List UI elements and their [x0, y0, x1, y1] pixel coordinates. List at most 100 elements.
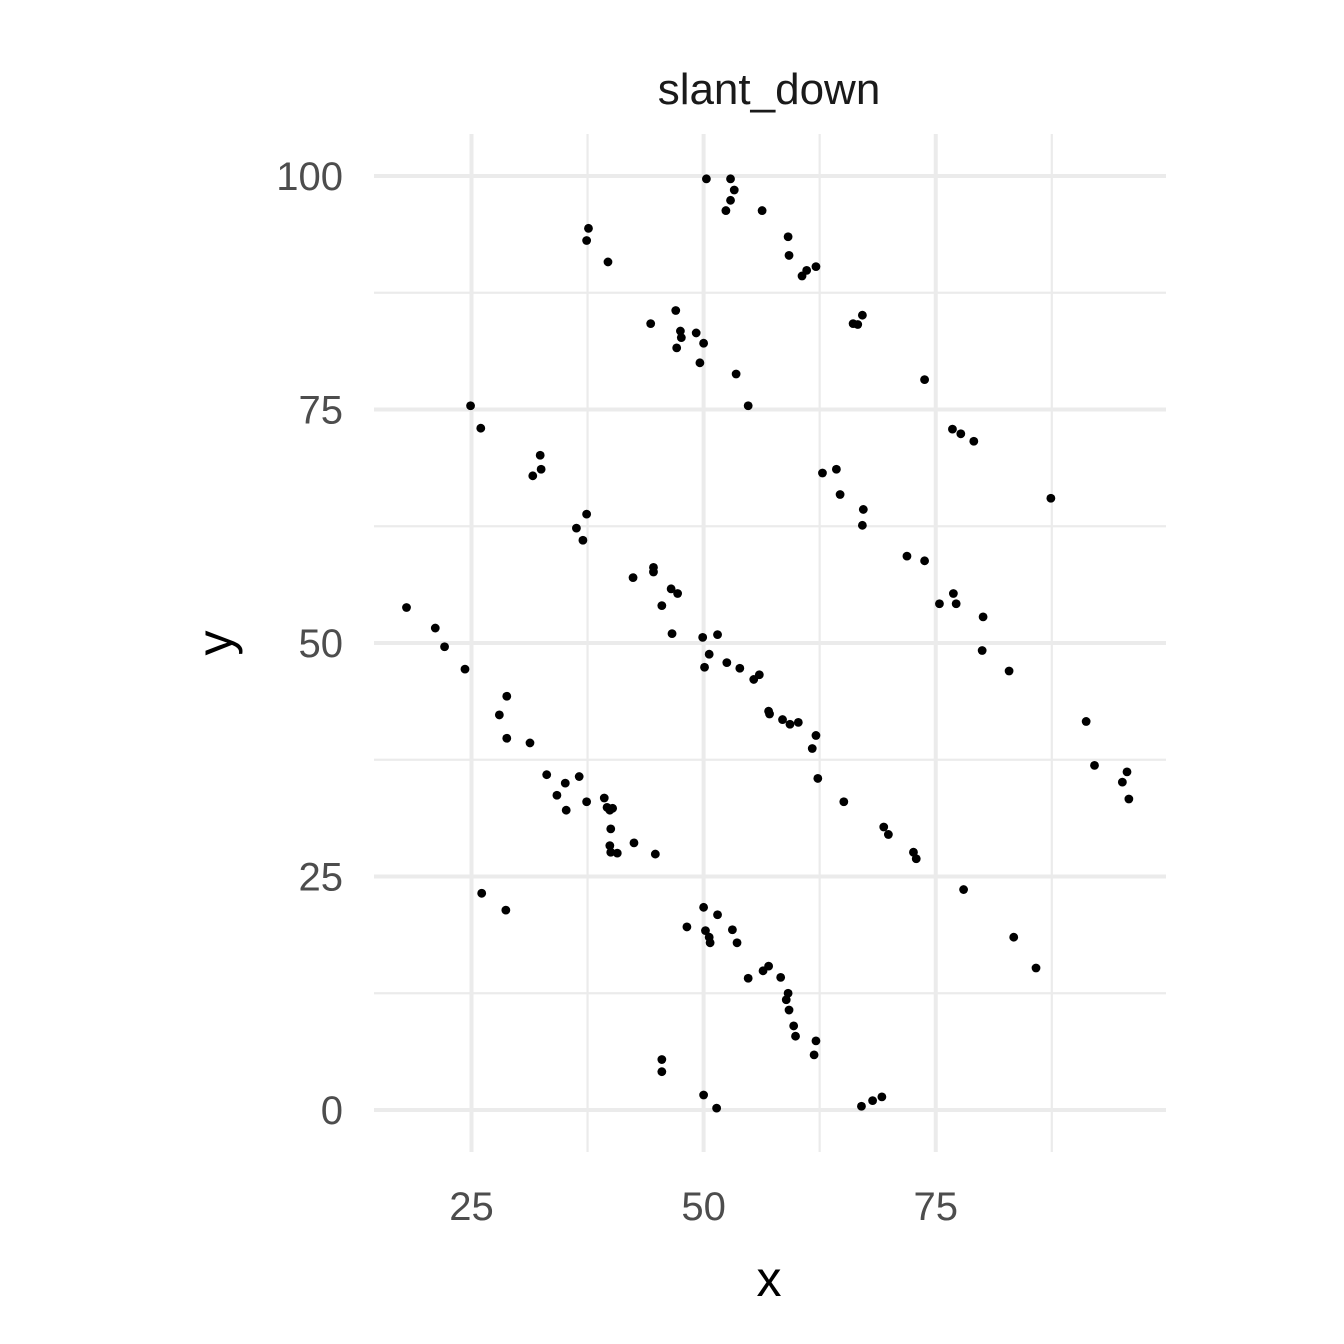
- data-point: [1031, 963, 1041, 973]
- data-point: [676, 326, 685, 336]
- data-point: [649, 567, 658, 577]
- major-gridlines: [374, 134, 1166, 1152]
- data-point: [791, 1031, 800, 1041]
- data-point: [793, 717, 803, 727]
- y-tick-label: 25: [299, 855, 344, 899]
- data-point: [582, 797, 592, 807]
- data-point: [1004, 666, 1014, 676]
- data-point: [561, 805, 571, 815]
- data-point: [969, 436, 979, 446]
- data-point: [528, 471, 538, 481]
- data-point: [726, 174, 735, 184]
- data-point: [628, 573, 638, 583]
- chart-title: slant_down: [658, 65, 881, 114]
- data-point: [857, 520, 867, 530]
- y-axis-title: y: [187, 631, 243, 656]
- data-point: [606, 847, 616, 857]
- data-point: [722, 658, 732, 668]
- data-point: [700, 662, 709, 672]
- data-point: [650, 849, 660, 859]
- data-point: [857, 1101, 866, 1111]
- data-point: [1046, 493, 1056, 503]
- data-points: [402, 174, 1134, 1113]
- data-point: [701, 926, 710, 936]
- data-point: [959, 885, 968, 894]
- data-point: [560, 778, 570, 788]
- data-point: [902, 551, 912, 561]
- data-point: [612, 848, 622, 858]
- data-point: [603, 257, 613, 267]
- data-point: [605, 841, 615, 851]
- data-point: [578, 535, 588, 545]
- data-point: [430, 623, 440, 633]
- data-point: [606, 824, 616, 834]
- data-point: [671, 306, 681, 315]
- data-point: [948, 424, 957, 434]
- data-point: [729, 185, 739, 195]
- data-point: [877, 1092, 887, 1102]
- data-point: [783, 232, 793, 242]
- data-point: [789, 1021, 799, 1031]
- y-tick-label: 100: [276, 155, 343, 199]
- data-point: [1009, 932, 1019, 942]
- data-point: [494, 710, 504, 720]
- data-point: [402, 603, 411, 612]
- data-point: [811, 731, 821, 740]
- data-point: [758, 966, 768, 976]
- data-point: [657, 601, 667, 611]
- data-point: [781, 995, 791, 1005]
- data-point: [713, 630, 722, 639]
- data-point: [858, 505, 868, 514]
- x-axis-tick-labels: 25 50 75: [449, 1185, 958, 1229]
- data-point: [501, 905, 511, 915]
- data-point: [1090, 760, 1099, 770]
- data-point: [911, 854, 921, 864]
- data-point: [721, 206, 731, 215]
- data-point: [835, 490, 845, 499]
- data-point: [1122, 767, 1132, 777]
- data-point: [705, 938, 715, 948]
- data-point: [813, 774, 823, 783]
- data-point: [726, 195, 735, 205]
- data-point: [731, 369, 741, 379]
- data-point: [599, 793, 609, 803]
- data-point: [727, 925, 737, 935]
- data-point: [699, 902, 709, 912]
- data-point: [920, 375, 929, 385]
- data-point: [646, 319, 656, 328]
- data-point: [584, 223, 593, 233]
- data-point: [502, 733, 512, 743]
- data-point: [605, 805, 615, 815]
- data-point: [757, 206, 767, 215]
- data-point: [701, 174, 711, 184]
- data-point: [629, 838, 639, 848]
- data-point: [778, 715, 787, 724]
- data-point: [657, 1067, 667, 1077]
- data-point: [883, 830, 893, 839]
- data-point: [951, 599, 961, 609]
- data-point: [477, 888, 487, 898]
- y-tick-label: 50: [299, 622, 344, 666]
- data-point: [868, 1096, 877, 1106]
- data-point: [552, 790, 562, 800]
- data-point: [831, 464, 841, 474]
- data-point: [784, 251, 794, 260]
- data-point: [807, 744, 817, 753]
- data-point: [948, 589, 958, 598]
- data-point: [784, 1005, 794, 1015]
- data-point: [977, 646, 987, 655]
- data-point: [673, 589, 683, 598]
- data-point: [811, 1036, 821, 1046]
- data-point: [572, 523, 581, 533]
- data-point: [535, 450, 545, 460]
- data-point: [818, 468, 827, 478]
- data-point: [695, 358, 705, 368]
- data-point: [776, 972, 786, 982]
- data-point: [935, 599, 944, 609]
- x-tick-label: 50: [681, 1185, 726, 1229]
- data-point: [676, 333, 686, 342]
- data-point: [536, 464, 546, 474]
- data-point: [698, 632, 708, 642]
- data-point: [699, 338, 709, 348]
